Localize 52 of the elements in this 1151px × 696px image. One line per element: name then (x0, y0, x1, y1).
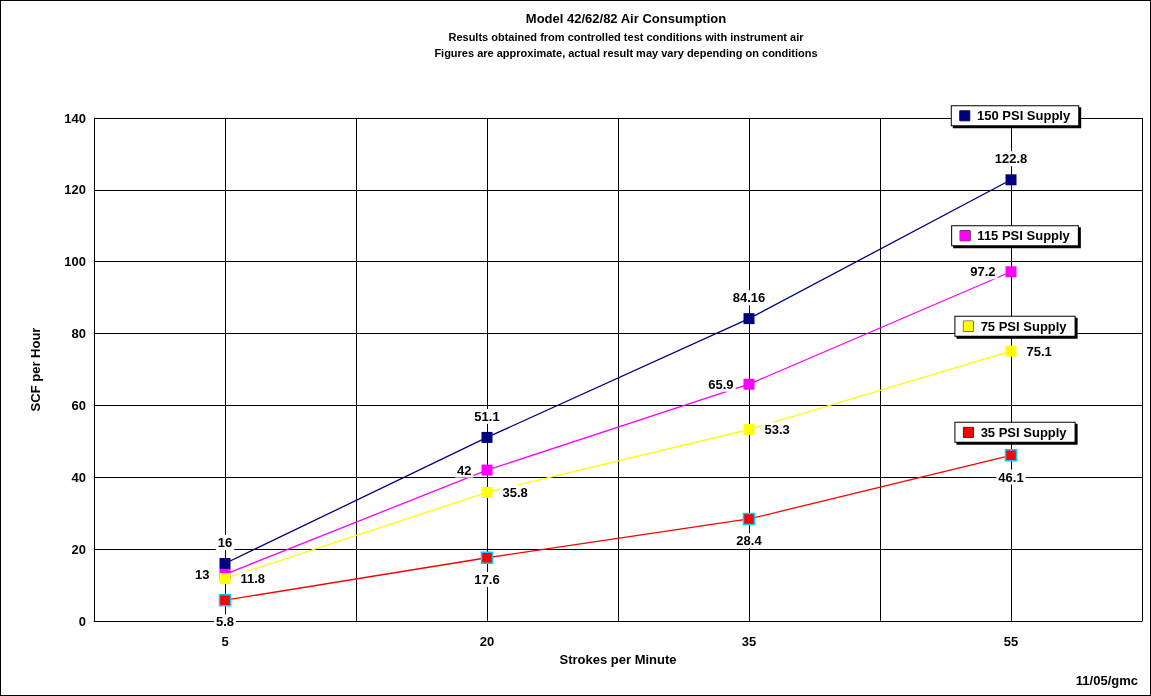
x-tick-label: 20 (479, 634, 495, 649)
x-tick-label: 35 (741, 634, 757, 649)
data-label: 84.16 (732, 290, 766, 306)
data-label: 42 (457, 462, 472, 478)
chart-title: Model 42/62/82 Air Consumption (525, 11, 727, 26)
legend-label: 75 PSI Supply (973, 318, 1068, 334)
chart-subtitle: Results obtained from controlled test conditions with instrument air Figures are approximate, actual result may vary depending on conditions (434, 31, 818, 59)
point (219, 558, 231, 570)
data-label: 51.1 (474, 408, 500, 424)
point (481, 464, 493, 476)
y-axis-title: SCF per Hour (28, 327, 43, 412)
data-label: 53.3 (764, 422, 790, 437)
data-label: 5.8 (215, 614, 235, 630)
point (1005, 266, 1017, 278)
legend-label: 150 PSI Supply (969, 108, 1071, 124)
data-label: 16 (217, 535, 233, 551)
x-tick-label: 5 (221, 634, 229, 649)
point (481, 431, 493, 443)
point (481, 486, 493, 498)
data-label: 46.1 (998, 469, 1024, 485)
data-label: 97.2 (970, 264, 996, 280)
data-label: 122.8 (994, 151, 1028, 167)
text: 11/05/gmc (1075, 673, 1138, 688)
data-label: 13 (195, 566, 210, 582)
point (1005, 345, 1017, 357)
y-tick-label: 60 (71, 397, 86, 413)
point (743, 313, 755, 325)
data-label: 17.6 (474, 572, 500, 588)
y-tick-label: 0 (78, 613, 86, 629)
point (743, 424, 755, 435)
point (1005, 174, 1017, 186)
y-tick-label: 40 (71, 469, 86, 485)
data-label: 75.1 (1026, 343, 1052, 359)
point (219, 573, 231, 585)
data-label: 65.9 (708, 376, 734, 392)
y-tick-label: 20 (71, 541, 86, 557)
point (743, 378, 755, 390)
legend-label: 35 PSI Supply (973, 424, 1068, 440)
y-tick-label: 120 (64, 182, 86, 198)
x-axis-title: Strokes per Minute (559, 652, 677, 667)
point (480, 551, 494, 565)
point (742, 512, 756, 526)
point (1004, 449, 1018, 462)
data-label: 35.8 (502, 484, 528, 500)
y-tick-label: 100 (64, 254, 86, 270)
data-label: 28.4 (736, 533, 763, 549)
y-tick-label: 80 (71, 326, 86, 342)
legend-label: 115 PSI Supply (970, 228, 1071, 244)
point (218, 593, 232, 607)
data-label: 11.8 (240, 571, 266, 587)
x-tick-label: 55 (1003, 634, 1019, 649)
y-tick-label: 140 (64, 110, 86, 126)
